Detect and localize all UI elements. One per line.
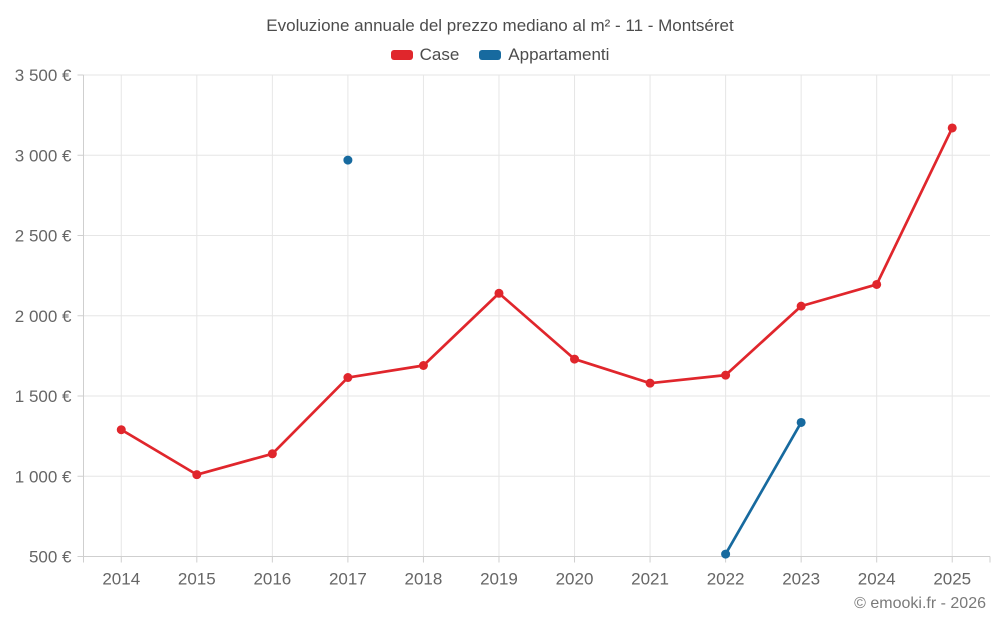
x-tick-label: 2015 <box>178 570 216 589</box>
data-point-case-2023[interactable] <box>796 301 806 311</box>
x-tick-label: 2023 <box>782 570 820 589</box>
x-tick-label: 2024 <box>858 570 896 589</box>
data-point-appartamenti-2023[interactable] <box>796 417 806 427</box>
data-point-case-2019[interactable] <box>494 288 504 298</box>
data-point-case-2020[interactable] <box>570 354 580 364</box>
legend-item-appartamenti[interactable]: Appartamenti <box>479 45 609 65</box>
data-point-case-2024[interactable] <box>872 279 882 289</box>
chart-title: Evoluzione annuale del prezzo mediano al… <box>266 16 734 35</box>
data-point-case-2016[interactable] <box>267 449 277 459</box>
y-tick-label: 1 500 € <box>15 387 72 406</box>
x-tick-label: 2016 <box>253 570 291 589</box>
y-tick-label: 2 500 € <box>15 227 72 246</box>
data-point-case-2018[interactable] <box>418 361 428 371</box>
data-point-case-2014[interactable] <box>116 425 126 435</box>
x-tick-label: 2020 <box>556 570 594 589</box>
y-tick-label: 2 000 € <box>15 307 72 326</box>
y-tick-label: 500 € <box>29 548 72 567</box>
data-point-case-2015[interactable] <box>192 470 202 480</box>
legend-item-case[interactable]: Case <box>390 45 460 65</box>
y-tick-label: 3 000 € <box>15 146 72 165</box>
x-tick-label: 2022 <box>707 570 745 589</box>
data-point-case-2017[interactable] <box>343 373 353 383</box>
x-tick-label: 2025 <box>933 570 971 589</box>
x-tick-label: 2014 <box>102 570 140 589</box>
x-tick-label: 2021 <box>631 570 669 589</box>
data-point-case-2021[interactable] <box>645 378 655 388</box>
x-tick-label: 2017 <box>329 570 367 589</box>
legend-label-case: Case <box>419 45 460 64</box>
x-tick-label: 2018 <box>405 570 443 589</box>
data-point-case-2025[interactable] <box>947 123 957 133</box>
y-tick-label: 1 000 € <box>15 467 72 486</box>
legend-swatch-appartamenti-icon <box>479 50 502 60</box>
data-point-appartamenti-2017[interactable] <box>343 155 353 165</box>
series-line-case <box>119 126 954 476</box>
x-tick-label: 2019 <box>480 570 518 589</box>
data-point-appartamenti-2022[interactable] <box>721 549 731 559</box>
legend-swatch-case-icon <box>390 50 413 60</box>
copyright-text: © emooki.fr - 2026 <box>854 595 986 612</box>
y-tick-label: 3 500 € <box>15 66 72 85</box>
legend: Case Appartamenti <box>0 45 1000 65</box>
legend-label-appartamenti: Appartamenti <box>508 45 610 64</box>
data-point-case-2022[interactable] <box>721 370 731 380</box>
series-line-appartamenti <box>724 421 803 556</box>
